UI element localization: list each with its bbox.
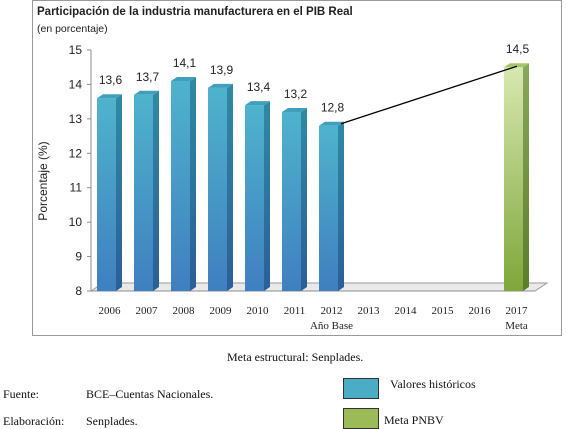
x-tick-sublabel: Año Base bbox=[310, 320, 353, 332]
bar-side bbox=[190, 76, 196, 291]
bars bbox=[97, 63, 529, 291]
data-label-historico: 12,8 bbox=[321, 101, 345, 115]
bar-top bbox=[319, 121, 344, 126]
elaboracion-value: Senplades. bbox=[86, 414, 138, 428]
legend-label-historicos: Valores históricos bbox=[390, 377, 476, 391]
x-tick-label: 2006 bbox=[99, 305, 122, 317]
data-label-historico: 13,9 bbox=[210, 63, 234, 77]
bar-front bbox=[134, 94, 153, 291]
y-tick-label: 9 bbox=[75, 250, 82, 264]
x-tick-label: 2015 bbox=[432, 305, 455, 317]
bar-historico bbox=[245, 101, 270, 291]
x-tick-label: 2014 bbox=[395, 305, 418, 317]
fuente-label: Fuente: bbox=[3, 387, 39, 401]
bar-historico bbox=[171, 76, 196, 291]
x-tick-label: 2008 bbox=[173, 305, 196, 317]
bar-top bbox=[171, 76, 196, 81]
y-tick-label: 10 bbox=[69, 215, 83, 229]
bar-side bbox=[264, 101, 270, 291]
x-tick-label: 2010 bbox=[247, 305, 270, 317]
chart-subtitle: (en porcentaje) bbox=[37, 23, 108, 35]
bar-top bbox=[134, 90, 159, 95]
bar-top bbox=[245, 101, 270, 106]
x-tick-label: 2007 bbox=[136, 305, 159, 317]
y-tick-label: 13 bbox=[69, 112, 83, 126]
chart-title: Participación de la industria manufactur… bbox=[37, 6, 353, 18]
data-label-historico: 13,7 bbox=[136, 70, 160, 84]
chart-frame: Participación de la industria manufactur… bbox=[32, 0, 562, 336]
bar-front bbox=[282, 111, 301, 291]
bar-front bbox=[319, 125, 338, 291]
data-label-historico: 13,4 bbox=[247, 80, 271, 94]
legend-swatch-meta bbox=[343, 408, 379, 429]
source-note: Meta estructural: Senplades. bbox=[227, 350, 364, 364]
bar-historico bbox=[319, 121, 344, 291]
bar-top bbox=[208, 83, 233, 88]
x-tick-label: 2011 bbox=[284, 305, 306, 317]
y-tick-label: 8 bbox=[75, 284, 82, 298]
x-tick-label: 2016 bbox=[469, 305, 492, 317]
bar-front bbox=[97, 98, 116, 291]
legend-swatch-historicos bbox=[343, 378, 379, 399]
bar-historico bbox=[282, 107, 307, 291]
y-tick-label: 15 bbox=[69, 43, 83, 57]
bar-front bbox=[171, 80, 190, 291]
bar-side bbox=[227, 83, 233, 291]
y-tick-label: 14 bbox=[69, 77, 83, 91]
legend-label-meta: Meta PNBV bbox=[384, 413, 444, 427]
bar-side bbox=[523, 63, 529, 291]
bar-side bbox=[338, 121, 344, 291]
bar-chart: Participación de la industria manufactur… bbox=[36, 6, 549, 332]
data-label-historico: 14,1 bbox=[173, 56, 197, 70]
bar-front bbox=[208, 87, 227, 291]
bar-front bbox=[245, 105, 264, 291]
bar-meta bbox=[504, 63, 529, 291]
x-tick-label: 2012 bbox=[321, 305, 343, 317]
bar-top bbox=[282, 107, 307, 112]
bar-side bbox=[153, 90, 159, 291]
x-tick-label: 2009 bbox=[210, 305, 233, 317]
y-axis-label: Porcentaje (%) bbox=[36, 141, 50, 220]
bar-top bbox=[504, 63, 529, 68]
y-tick-label: 12 bbox=[69, 146, 83, 160]
bar-top bbox=[97, 94, 122, 99]
bar-side bbox=[116, 94, 122, 291]
fuente-value: BCE–Cuentas Nacionales. bbox=[86, 387, 214, 401]
bar-front bbox=[504, 67, 523, 291]
trend-line bbox=[340, 65, 518, 125]
elaboracion-label: Elaboración: bbox=[3, 414, 65, 428]
data-labels: 13,6 13,7 14,1 13,9 13,4 13,2 12,8 14,5 bbox=[99, 42, 530, 125]
bar-historico bbox=[208, 83, 233, 291]
bar-historico bbox=[97, 94, 122, 291]
data-label-historico: 13,2 bbox=[284, 87, 308, 101]
axes: 8 9 10 11 12 13 14 15 2006 2007 2008 2009 2010 2011 20… bbox=[69, 43, 549, 332]
x-tick-label: 2017 bbox=[506, 305, 529, 317]
data-label-meta: 14,5 bbox=[506, 42, 530, 56]
y-tick-label: 11 bbox=[70, 181, 83, 195]
x-tick-sublabel: Meta bbox=[505, 320, 528, 332]
bar-historico bbox=[134, 90, 159, 291]
bar-side bbox=[301, 107, 307, 291]
data-label-historico: 13,6 bbox=[99, 73, 123, 87]
x-tick-label: 2013 bbox=[358, 305, 381, 317]
